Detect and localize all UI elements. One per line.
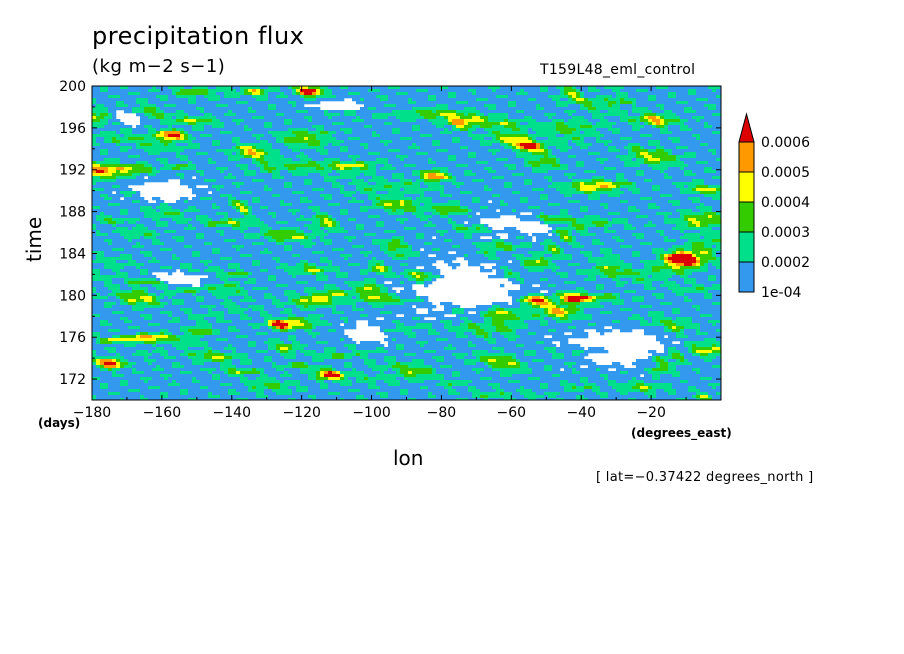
colorbar-segment [738, 171, 755, 203]
colorbar-segment [738, 231, 755, 263]
y-axis-label: time [22, 216, 46, 262]
colorbar-label: 0.0006 [761, 135, 810, 151]
x-tick-label: −60 [497, 405, 527, 421]
x-tick-label: −120 [282, 405, 320, 421]
chart-units: (kg m−2 s−1) [92, 56, 226, 77]
y-tick-label: 180 [59, 288, 86, 304]
colorbar-label: 0.0005 [761, 165, 810, 181]
x-tick-label: −140 [213, 405, 251, 421]
colorbar-label: 0.0003 [761, 225, 810, 241]
y-tick-label: 176 [59, 330, 86, 346]
run-label: T159L48_eml_control [540, 62, 696, 78]
x-axis-unit: (degrees_east) [631, 426, 732, 440]
lat-slice-note: [ lat=−0.37422 degrees_north ] [596, 470, 814, 485]
x-tick-label: −20 [636, 405, 666, 421]
y-tick-label: 200 [59, 79, 86, 95]
x-tick-label: −180 [73, 405, 111, 421]
x-tick-label: −80 [427, 405, 457, 421]
x-tick-label: −40 [566, 405, 596, 421]
colorbar-extend-max [738, 112, 755, 143]
colorbar-label: 1e-04 [761, 285, 801, 301]
x-axis-label: lon [393, 446, 424, 470]
y-tick-label: 196 [59, 121, 86, 137]
colorbar-label: 0.0004 [761, 195, 810, 211]
y-tick-label: 172 [59, 372, 86, 388]
x-tick-label: −100 [352, 405, 390, 421]
y-tick-label: 184 [59, 246, 86, 262]
y-axis-unit: (days) [38, 416, 81, 430]
x-tick-label: −160 [143, 405, 181, 421]
y-tick-label: 188 [59, 205, 86, 221]
chart-title: precipitation flux [92, 22, 305, 50]
colorbar-label: 0.0002 [761, 255, 810, 271]
colorbar-segment [738, 141, 755, 173]
colorbar-segment [738, 201, 755, 233]
colorbar-segment [738, 261, 755, 293]
y-tick-label: 192 [59, 163, 86, 179]
